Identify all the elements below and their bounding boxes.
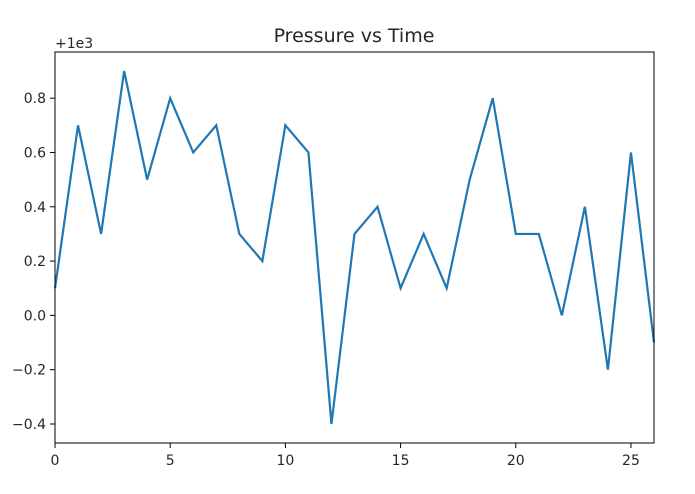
y-axis-offset-label: +1e3 bbox=[55, 36, 93, 52]
plot-area: 0 5 10 15 20 25 −0.4 −0.2 0.0 0.2 0.4 0.6 0.8 bbox=[12, 51, 656, 469]
y-tick-label: 0.8 bbox=[24, 91, 46, 107]
y-tick-label: 0.2 bbox=[24, 254, 46, 270]
plot-frame bbox=[54, 51, 655, 444]
y-tick-label: −0.4 bbox=[12, 417, 46, 433]
y-tick-label: 0.0 bbox=[24, 308, 46, 324]
series-line-0 bbox=[53, 70, 656, 425]
x-tick-label: 15 bbox=[392, 453, 410, 469]
x-tick-label: 25 bbox=[622, 453, 640, 469]
chart-title: Pressure vs Time bbox=[274, 25, 435, 47]
x-tick-label: 10 bbox=[276, 453, 294, 469]
x-tick-label: 0 bbox=[51, 453, 60, 469]
x-tick-label: 20 bbox=[507, 453, 525, 469]
y-tick-label: 0.4 bbox=[24, 200, 46, 216]
x-tick-label: 5 bbox=[166, 453, 175, 469]
y-tick-label: 0.6 bbox=[24, 145, 46, 161]
y-tick-label: −0.2 bbox=[12, 363, 46, 379]
